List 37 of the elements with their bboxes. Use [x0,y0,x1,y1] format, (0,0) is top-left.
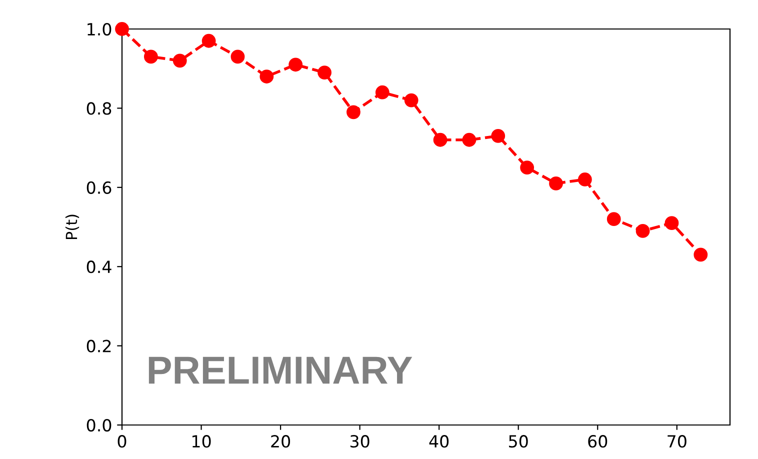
point [520,160,534,175]
point [606,212,621,226]
point [433,132,448,147]
point [288,58,303,72]
point [144,50,158,64]
x-tick-label: 10 [192,435,211,448]
point [462,132,476,147]
point [115,22,129,36]
point [318,66,332,80]
point [346,105,360,120]
point [549,176,563,190]
x-tick-label: 40 [429,435,449,448]
point [202,34,216,48]
x-tick-label: 0 [118,435,126,448]
y-axis-title: P(t) [65,214,80,240]
y-tick-label: 0.4 [86,260,112,274]
point [694,248,708,262]
x-tick-label: 20 [271,435,290,448]
y-tick-label: 0.6 [86,181,112,194]
y-tick-label: 0.2 [86,340,111,352]
point [172,54,187,68]
point [664,216,679,230]
y-tick-label: 0.0 [86,418,112,432]
point [491,128,506,143]
point [578,172,592,186]
point [230,50,245,64]
y-tick-label: 0.8 [86,102,112,115]
point [636,224,650,238]
point [375,85,390,100]
point [404,93,418,108]
point [260,70,274,84]
x-tick-label: 60 [588,435,608,448]
annotation: PRELIMINARY [148,356,412,384]
x-tick-label: 70 [668,435,686,448]
y-tick-label: 1.0 [88,22,112,36]
x-tick-label: 30 [350,435,370,448]
x-tick-label: 50 [509,435,528,448]
